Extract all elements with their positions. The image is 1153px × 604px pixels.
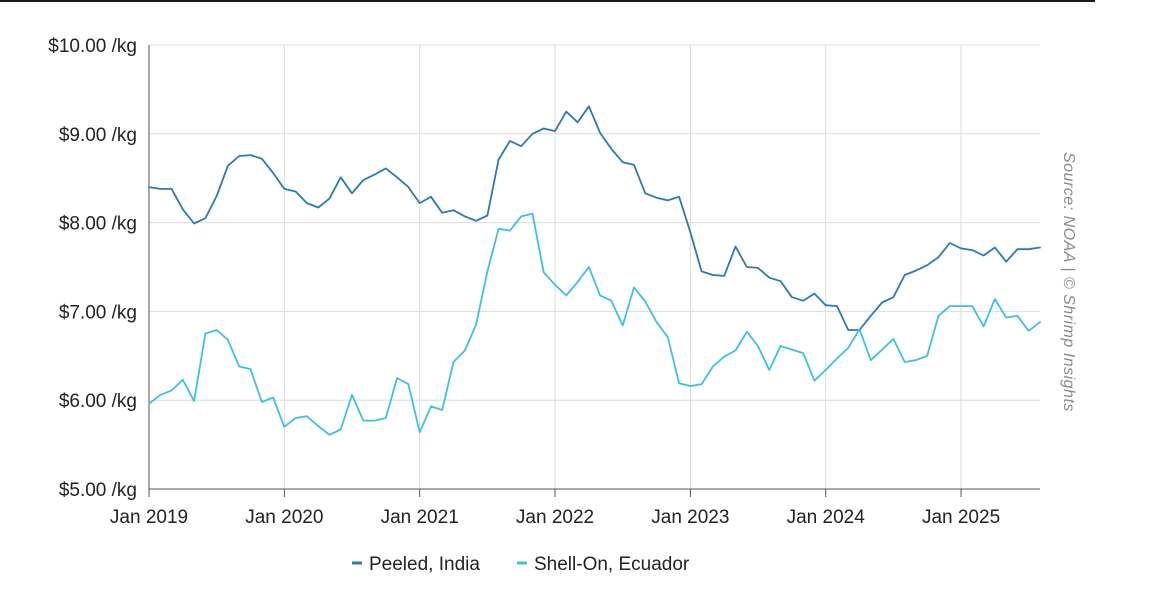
x-tick-label: Jan 2025 <box>922 507 1000 528</box>
y-tick-label: $9.00 /kg <box>59 125 137 146</box>
axes <box>148 45 1040 497</box>
series-lines <box>148 105 1041 436</box>
y-tick-label: $10.00 /kg <box>48 36 137 57</box>
x-tick-label: Jan 2022 <box>516 507 594 528</box>
x-tick-label: Jan 2023 <box>651 507 729 528</box>
gridlines <box>149 44 1040 489</box>
y-tick-label: $5.00 /kg <box>59 480 137 501</box>
series-line-peeled-india <box>148 105 1041 331</box>
x-tick-label: Jan 2024 <box>787 507 866 528</box>
x-tick-label: Jan 2021 <box>381 507 459 528</box>
legend-item-peeled-india[interactable]: Peeled, India <box>352 554 480 575</box>
y-tick-labels: $5.00 /kg $6.00 /kg $7.00 /kg $8.00 /kg $9.0… <box>48 36 137 501</box>
legend-label: Peeled, India <box>369 554 480 575</box>
x-tick-labels: Jan 2019 Jan 2020 Jan 2021 Jan 2022 Jan 2023… <box>110 507 1000 528</box>
legend[interactable]: Peeled, India Shell-On, Ecuador <box>352 554 690 575</box>
series-line-shell-on-ecuador <box>148 212 1041 436</box>
source-note: Source: NOAA | © Shrimp Insights <box>1060 152 1077 412</box>
y-tick-label: $6.00 /kg <box>59 391 137 412</box>
y-tick-label: $7.00 /kg <box>59 302 137 323</box>
legend-label: Shell-On, Ecuador <box>534 554 690 575</box>
x-tick-label: Jan 2020 <box>245 507 323 528</box>
legend-item-shell-on-ecuador[interactable]: Shell-On, Ecuador <box>517 554 690 575</box>
x-tick-label: Jan 2019 <box>110 507 188 528</box>
y-tick-label: $8.00 /kg <box>59 214 137 235</box>
top-rule <box>0 0 1095 2</box>
